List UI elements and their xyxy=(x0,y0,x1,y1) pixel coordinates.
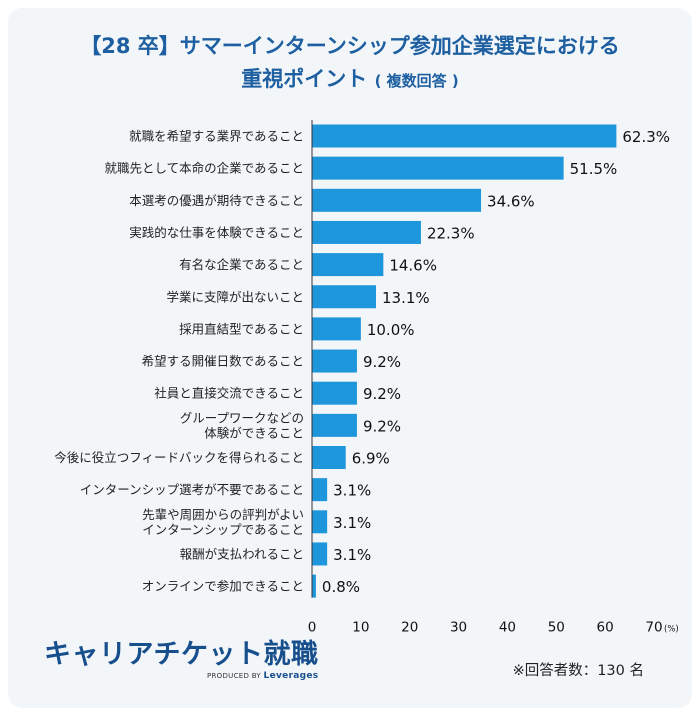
value-label: 62.3% xyxy=(622,128,670,146)
category-label: オンラインで参加できること xyxy=(142,579,304,594)
category-label: 先輩や周囲からの評判がよいインターンシップであること xyxy=(142,507,304,537)
chart-title: 【28 卒】サマーインターンシップ参加企業選定における 重視ポイント ( 複数回… xyxy=(0,30,700,98)
brand-name: キャリアチケット就職 xyxy=(44,639,319,670)
category-label: 実践的な仕事を体験できること xyxy=(129,225,304,240)
bar xyxy=(312,413,357,437)
value-label: 51.5% xyxy=(570,160,618,178)
bar xyxy=(312,253,384,277)
category-label: 就職を希望する業界であること xyxy=(129,129,304,144)
x-tick-label: 0 xyxy=(308,620,317,636)
bar xyxy=(312,542,328,566)
x-tick-label: 20 xyxy=(401,620,418,636)
byline-company: Leverages xyxy=(263,671,319,681)
category-label: 学業に支障が出ないこと xyxy=(166,289,304,304)
bar xyxy=(312,349,357,373)
bar xyxy=(312,381,357,405)
respondents-note: ※回答者数：130 名 xyxy=(512,663,644,679)
bar xyxy=(312,478,328,502)
value-label: 14.6% xyxy=(389,257,437,275)
bar xyxy=(312,510,328,534)
category-label: インターンシップ選考が不要であること xyxy=(80,482,304,497)
brand-byline: PRODUCED BY Leverages xyxy=(44,671,318,681)
category-label: 本選考の優遇が期待できること xyxy=(129,193,304,208)
chart-title-sub: ( 複数回答 ) xyxy=(374,72,459,90)
bar xyxy=(312,446,346,469)
bar xyxy=(312,124,617,148)
value-label: 34.6% xyxy=(487,192,535,210)
x-tick-label: 50 xyxy=(548,620,565,636)
byline-prefix: PRODUCED BY xyxy=(206,672,261,680)
category-label: 就職先として本命の企業であること xyxy=(104,161,304,176)
bar xyxy=(312,220,421,244)
category-label: グループワークなどの体験ができること xyxy=(180,410,304,440)
bar xyxy=(312,574,316,598)
x-tick-label: 70 xyxy=(645,620,662,636)
brand-logo: キャリアチケット就職 PRODUCED BY Leverages xyxy=(44,639,319,682)
category-label: 希望する開催日数であること xyxy=(142,354,304,369)
value-label: 22.3% xyxy=(427,224,475,242)
x-unit-label: (%) xyxy=(664,625,679,635)
value-label: 10.0% xyxy=(367,321,415,339)
value-label: 9.2% xyxy=(363,353,401,371)
value-label: 13.1% xyxy=(382,289,430,307)
category-label: 有名な企業であること xyxy=(179,257,304,272)
x-tick-label: 60 xyxy=(597,620,614,636)
value-label: 3.1% xyxy=(333,514,371,532)
bar xyxy=(312,188,482,212)
x-tick-label: 40 xyxy=(499,620,516,636)
value-label: 9.2% xyxy=(363,417,401,435)
chart-title-main: 重視ポイント xyxy=(241,67,368,91)
category-label: 今後に役立つフィードバックを得られること xyxy=(54,450,304,465)
value-label: 9.2% xyxy=(363,385,401,403)
chart-title-line1: 【28 卒】サマーインターンシップ参加企業選定における xyxy=(80,34,620,58)
value-label: 6.9% xyxy=(352,450,390,468)
bar xyxy=(312,156,564,180)
category-label: 採用直結型であること xyxy=(179,321,304,336)
chart-title-line2: 重視ポイント ( 複数回答 ) xyxy=(0,63,700,98)
value-label: 0.8% xyxy=(322,578,360,596)
category-label: 報酬が支払われること xyxy=(180,546,304,561)
bar xyxy=(312,285,377,309)
x-tick-label: 30 xyxy=(450,620,467,636)
value-label: 3.1% xyxy=(333,546,371,564)
bar xyxy=(312,317,361,341)
bar-chart: 就職を希望する業界であること 62.3% 就職先として本命の企業であること 51.5%… xyxy=(54,120,679,636)
category-label: 社員と直接交流できること xyxy=(154,386,304,401)
value-label: 3.1% xyxy=(333,482,371,500)
x-tick-label: 10 xyxy=(352,620,369,636)
